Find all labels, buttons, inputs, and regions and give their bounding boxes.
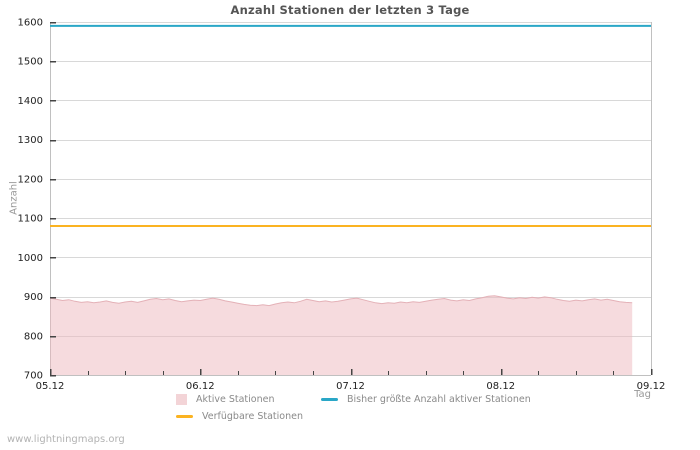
legend-label-active: Aktive Stationen	[196, 394, 275, 405]
chart-title: Anzahl Stationen der letzten 3 Tage	[230, 3, 470, 17]
svg-text:08.12: 08.12	[486, 381, 515, 392]
active-stations-swatch-icon	[176, 394, 187, 405]
watermark: www.lightningmaps.org	[7, 434, 125, 445]
legend-item-max: Bisher größte Anzahl aktiver Stationen	[321, 391, 531, 408]
available-line-swatch-icon	[176, 415, 193, 418]
legend: Aktive Stationen Bisher größte Anzahl ak…	[176, 391, 531, 425]
plot-area: 700 800 900 1000 1100 1200 1300 1400 1500 1600 05.…	[18, 18, 666, 393]
svg-text:05.12: 05.12	[36, 381, 65, 392]
legend-label-max: Bisher größte Anzahl aktiver Stationen	[347, 394, 531, 405]
legend-item-active: Aktive Stationen	[176, 391, 321, 408]
svg-text:800: 800	[24, 331, 43, 342]
svg-text:06.12: 06.12	[186, 381, 215, 392]
x-axis-label: Tag	[634, 389, 651, 400]
svg-text:1300: 1300	[18, 135, 43, 146]
svg-text:1200: 1200	[18, 174, 43, 185]
svg-text:900: 900	[24, 292, 43, 303]
svg-text:700: 700	[24, 371, 43, 382]
svg-text:1400: 1400	[18, 96, 43, 107]
svg-text:07.12: 07.12	[336, 381, 365, 392]
legend-label-available: Verfügbare Stationen	[202, 411, 303, 422]
legend-item-available: Verfügbare Stationen	[176, 408, 321, 425]
svg-text:1500: 1500	[18, 57, 43, 68]
max-active-line-swatch-icon	[321, 398, 338, 401]
svg-text:1100: 1100	[18, 214, 43, 225]
svg-text:1000: 1000	[18, 253, 43, 264]
svg-text:09.12: 09.12	[637, 381, 666, 392]
svg-text:1600: 1600	[18, 18, 43, 29]
